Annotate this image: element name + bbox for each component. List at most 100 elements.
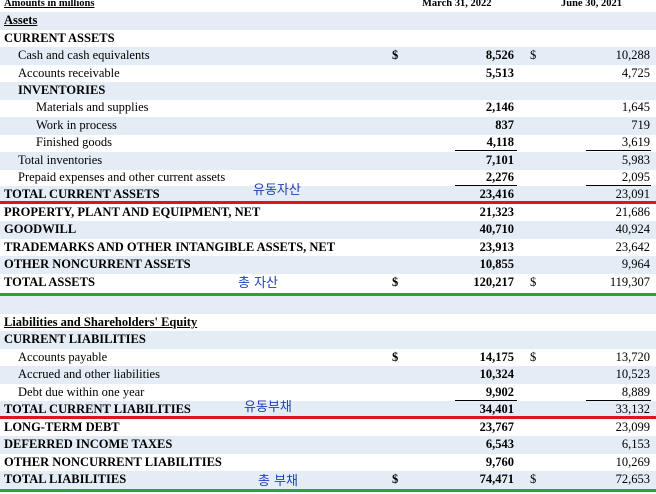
value-june-2021: 21,686 <box>615 205 650 219</box>
value-june-2021: 119,307 <box>609 275 650 289</box>
row-label: GOODWILL <box>4 222 77 236</box>
statement-row: Prepaid expenses and other current asset… <box>0 169 656 187</box>
value-march-2022: 10,855 <box>479 257 514 271</box>
value-june-2021: 2,095 <box>621 170 650 184</box>
statement-row: TOTAL CURRENT LIABILITIES 34,401 33,132 <box>0 401 656 419</box>
highlight-line <box>0 489 656 492</box>
value-march-2022: 6,543 <box>485 437 514 451</box>
row-label: Accrued and other liabilities <box>18 367 160 381</box>
value-march-2022: 9,760 <box>485 455 514 469</box>
units-header: Amounts in millions <box>4 0 95 9</box>
highlight-line <box>0 416 656 419</box>
row-label: Cash and cash equivalents <box>18 48 150 62</box>
value-march-2022: 2,146 <box>485 100 514 114</box>
statement-row: TOTAL LIABILITIES $74,471 $72,653 <box>0 471 656 489</box>
row-label: Work in process <box>36 118 117 132</box>
subtotal-rule <box>586 150 651 151</box>
value-march-2022: 4,118 <box>486 135 514 149</box>
row-label: DEFERRED INCOME TAXES <box>4 437 173 451</box>
currency-symbol: $ <box>392 350 399 364</box>
value-march-2022: 34,401 <box>479 402 514 416</box>
statement-row: OTHER NONCURRENT LIABILITIES 9,760 10,269 <box>0 454 656 472</box>
statement-row: DEFERRED INCOME TAXES 6,543 6,153 <box>0 436 656 454</box>
subtotal-rule <box>586 185 651 186</box>
row-label: TOTAL ASSETS <box>4 275 95 289</box>
statement-row: Finished goods 4,118 3,619 <box>0 134 656 152</box>
row-label: TOTAL CURRENT ASSETS <box>4 187 160 201</box>
value-march-2022: 7,101 <box>485 153 514 167</box>
value-march-2022: 120,217 <box>473 275 514 289</box>
korean-annotation: 총 자산 <box>238 276 279 291</box>
value-june-2021: 9,964 <box>621 257 650 271</box>
statement-row: Debt due within one year 9,902 8,889 <box>0 384 656 402</box>
value-march-2022: 5,513 <box>485 66 514 80</box>
row-label: LONG-TERM DEBT <box>4 420 120 434</box>
row-label: Finished goods <box>36 135 113 149</box>
statement-row: Accounts payable $14,175 $13,720 <box>0 349 656 367</box>
value-june-2021: 1,645 <box>621 100 650 114</box>
value-june-2021: 13,720 <box>615 350 650 364</box>
row-label: Materials and supplies <box>36 100 149 114</box>
statement-row: OTHER NONCURRENT ASSETS 10,855 9,964 <box>0 256 656 274</box>
value-june-2021: 72,653 <box>615 472 650 486</box>
value-june-2021: 23,642 <box>615 240 650 254</box>
value-march-2022: 9,902 <box>485 385 514 399</box>
value-june-2021: 719 <box>631 118 650 132</box>
row-label: Debt due within one year <box>18 385 145 399</box>
value-march-2022: 10,324 <box>479 367 514 381</box>
value-march-2022: 23,767 <box>479 420 514 434</box>
value-march-2022: 40,710 <box>479 222 514 236</box>
statement-row: Assets <box>0 12 656 30</box>
statement-row: Accounts receivable 5,513 4,725 <box>0 65 656 83</box>
row-label: OTHER NONCURRENT LIABILITIES <box>4 455 222 469</box>
value-march-2022: 23,416 <box>479 187 514 201</box>
subtotal-rule <box>455 400 517 401</box>
value-june-2021: 33,132 <box>615 402 650 416</box>
value-march-2022: 837 <box>495 118 514 132</box>
currency-symbol: $ <box>392 472 399 486</box>
value-march-2022: 21,323 <box>479 205 514 219</box>
currency-symbol: $ <box>392 275 399 289</box>
currency-symbol: $ <box>392 48 399 62</box>
row-label: CURRENT ASSETS <box>4 31 115 45</box>
value-june-2021: 5,983 <box>621 153 650 167</box>
statement-row: INVENTORIES <box>0 82 656 100</box>
row-label: Assets <box>4 13 38 27</box>
value-june-2021: 4,725 <box>621 66 650 80</box>
row-label: Liabilities and Shareholders' Equity <box>4 315 198 329</box>
statement-row: GOODWILL 40,710 40,924 <box>0 221 656 239</box>
korean-annotation: 유동부채 <box>244 400 292 415</box>
statement-row: Accrued and other liabilities 10,324 10,52… <box>0 366 656 384</box>
subtotal-rule <box>455 185 517 186</box>
subtotal-rule <box>455 150 517 151</box>
statement-row: TRADEMARKS AND OTHER INTANGIBLE ASSETS, … <box>0 239 656 257</box>
currency-symbol: $ <box>530 48 537 62</box>
row-label: TRADEMARKS AND OTHER INTANGIBLE ASSETS, … <box>4 240 336 254</box>
statement-row: PROPERTY, PLANT AND EQUIPMENT, NET 21,323… <box>0 204 656 222</box>
row-label: CURRENT LIABILITIES <box>4 332 146 346</box>
statement-row: Total inventories 7,101 5,983 <box>0 152 656 170</box>
value-june-2021: 8,889 <box>621 385 650 399</box>
highlight-line <box>0 201 656 204</box>
value-march-2022: 74,471 <box>479 472 514 486</box>
highlight-line <box>0 293 656 296</box>
value-june-2021: 10,269 <box>615 455 650 469</box>
statement-row: TOTAL ASSETS $120,217 $119,307 <box>0 274 656 292</box>
value-june-2021: 10,523 <box>615 367 650 381</box>
statement-row <box>0 296 656 314</box>
row-label: PROPERTY, PLANT AND EQUIPMENT, NET <box>4 205 261 219</box>
column-header-march-2022: March 31, 2022 <box>422 0 492 9</box>
korean-annotation: 유동자산 <box>253 183 301 198</box>
value-march-2022: 14,175 <box>479 350 514 364</box>
value-june-2021: 23,099 <box>615 420 650 434</box>
statement-row: LONG-TERM DEBT 23,767 23,099 <box>0 419 656 437</box>
subtotal-rule <box>586 400 651 401</box>
value-june-2021: 3,619 <box>621 135 650 149</box>
value-june-2021: 40,924 <box>615 222 650 236</box>
row-label: TOTAL LIABILITIES <box>4 472 127 486</box>
row-label: Accounts receivable <box>18 66 120 80</box>
value-march-2022: 8,526 <box>485 48 514 62</box>
column-header-june-2021: June 30, 2021 <box>561 0 622 9</box>
statement-row: Work in process 837 719 <box>0 117 656 135</box>
